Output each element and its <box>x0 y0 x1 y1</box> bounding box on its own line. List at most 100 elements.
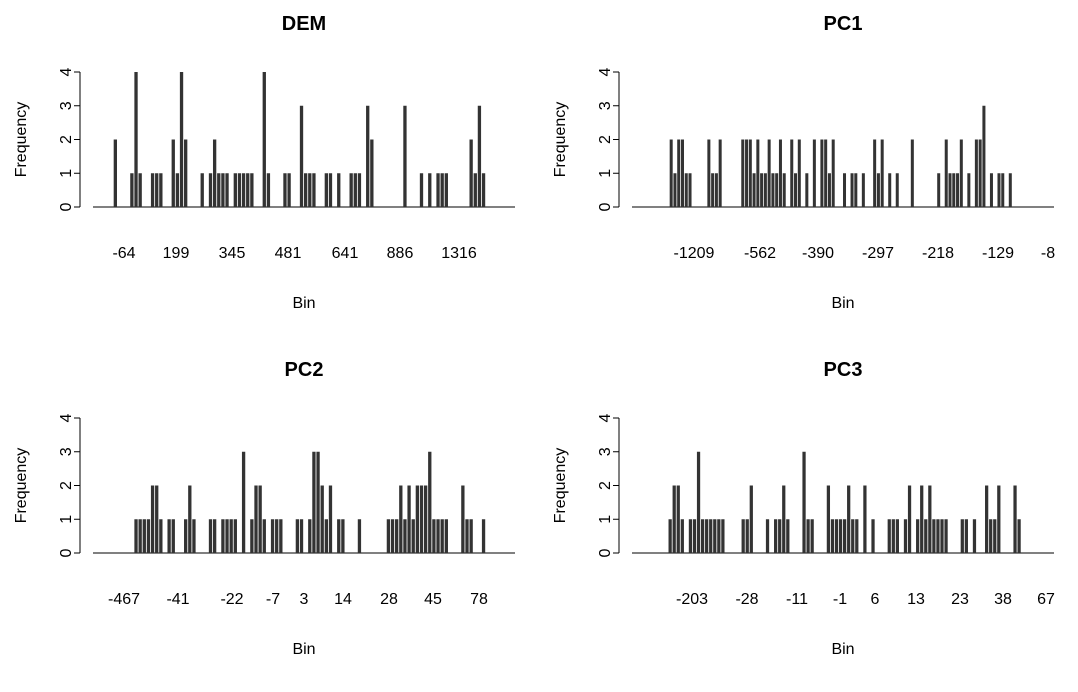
pc2-bar <box>184 519 188 553</box>
pc1-bar <box>1008 173 1012 207</box>
pc1-bar <box>854 173 858 207</box>
pc3-bar <box>826 485 831 553</box>
dem-bar <box>233 173 237 207</box>
dem-bar <box>175 173 180 207</box>
dem-bar <box>473 173 477 207</box>
pc1-bar <box>967 173 971 207</box>
pc3-bar <box>932 519 936 553</box>
pc3-bar <box>887 519 891 553</box>
histogram-pc2: PC2 0 1 2 3 4 Frequency -467 -41 -22 -7 3 14 28 45 78 Bi… <box>0 346 539 692</box>
pc3-bar <box>721 519 725 553</box>
pc3-x-tick-label: 23 <box>951 591 969 608</box>
pc1-y-label: Frequency <box>552 102 569 178</box>
dem-bar <box>403 105 407 207</box>
pc2-bar <box>150 485 155 553</box>
pc3-bar <box>786 519 790 553</box>
pc1-bar <box>861 173 865 207</box>
pc3-bar <box>843 519 847 553</box>
pc1-bar <box>797 139 801 207</box>
pc3-bar <box>688 519 693 553</box>
pc1-bar <box>831 139 835 207</box>
dem-bar <box>246 173 250 207</box>
dem-bar <box>225 173 229 207</box>
pc1-bar <box>824 139 828 207</box>
dem-bar <box>179 72 184 207</box>
pc1-bar <box>763 173 767 207</box>
pc3-bar <box>916 519 920 553</box>
dem-bar <box>477 105 482 207</box>
pc1-x-tick-label: -1209 <box>674 245 715 262</box>
pc2-y-tick-label: 4 <box>58 413 75 422</box>
dem-bar <box>440 173 444 207</box>
dem-bar <box>138 173 142 207</box>
pc1-bar <box>948 173 952 207</box>
pc3-x-tick-label: -28 <box>735 591 758 608</box>
pc2-bar <box>312 451 316 553</box>
pc3-bar <box>692 519 697 553</box>
pc3-bar <box>749 485 753 553</box>
pc1-bar <box>771 173 775 207</box>
pc1-bar <box>989 173 993 207</box>
pc1-x-tick-label: -297 <box>862 245 894 262</box>
pc2-bar <box>423 485 428 553</box>
pc3-bar <box>705 519 709 553</box>
dem-x-tick-label: 886 <box>387 245 414 262</box>
pc1-bar <box>888 173 892 207</box>
pc3-bar <box>810 519 814 553</box>
dem-bar <box>436 173 440 207</box>
dem-bar <box>150 173 155 207</box>
pc3-y-tick-label: 3 <box>597 447 614 456</box>
pc3-x-tick-label: 67 <box>1037 591 1055 608</box>
pc2-y-tick-label: 1 <box>58 515 75 524</box>
dem-title: DEM <box>282 13 326 35</box>
pc2-bar <box>299 519 304 553</box>
pc2-y-tick-label: 3 <box>58 447 75 456</box>
pc3-bar <box>847 485 851 553</box>
pc2-bar <box>357 519 362 553</box>
histogram-pc3: PC3 0 1 2 3 4 Frequency -203 -28 -11 -1 6 13 23 38 67 Bi… <box>539 346 1078 692</box>
pc2-x-tick-label: 28 <box>380 591 398 608</box>
pc1-bar <box>959 139 963 207</box>
pc2-bar <box>403 519 407 553</box>
pc1-x-tick-label: -129 <box>982 245 1014 262</box>
pc2-bar <box>419 485 424 553</box>
pc1-x-tick-label: -218 <box>922 245 954 262</box>
dem-bar <box>208 173 213 207</box>
pc2-bar <box>270 519 275 553</box>
dem-bar <box>221 173 225 207</box>
pc1-bar <box>756 139 760 207</box>
pc3-bar <box>964 519 968 553</box>
pc3-bar <box>936 519 940 553</box>
pc2-bar <box>241 451 246 553</box>
pc2-bar <box>465 519 469 553</box>
pc3-title: PC3 <box>824 359 863 381</box>
pc3-bar <box>717 519 721 553</box>
dem-bar <box>481 173 486 207</box>
dem-bar <box>241 173 246 207</box>
pc2-bar <box>395 519 399 553</box>
pc1-bar <box>956 173 960 207</box>
pc2-bar <box>295 519 300 553</box>
pc1-bar <box>952 173 956 207</box>
pc2-x-tick-label: -41 <box>166 591 189 608</box>
pc1-bar <box>1001 173 1005 207</box>
pc1-bar <box>688 173 692 207</box>
dem-bar <box>324 173 328 207</box>
dem-bar <box>130 173 134 207</box>
pc3-y-tick-label: 1 <box>597 515 614 524</box>
dem-bar <box>155 173 159 207</box>
dem-bar <box>200 173 204 207</box>
pc2-x-tick-label: -7 <box>266 591 280 608</box>
pc2-bar <box>212 519 217 553</box>
dem-bar <box>353 173 357 207</box>
pc2-bar <box>192 519 196 553</box>
pc1-bar <box>944 139 948 207</box>
pc3-bar <box>696 451 701 553</box>
dem-x-label: Bin <box>292 295 315 312</box>
pc1-bar <box>707 139 711 207</box>
pc1-y-tick-label: 1 <box>597 169 614 178</box>
dem-y-tick-label: 1 <box>58 169 75 178</box>
pc2-x-tick-label: 3 <box>300 591 309 608</box>
pc1-bar <box>880 139 884 207</box>
pc3-bar <box>997 485 1001 553</box>
